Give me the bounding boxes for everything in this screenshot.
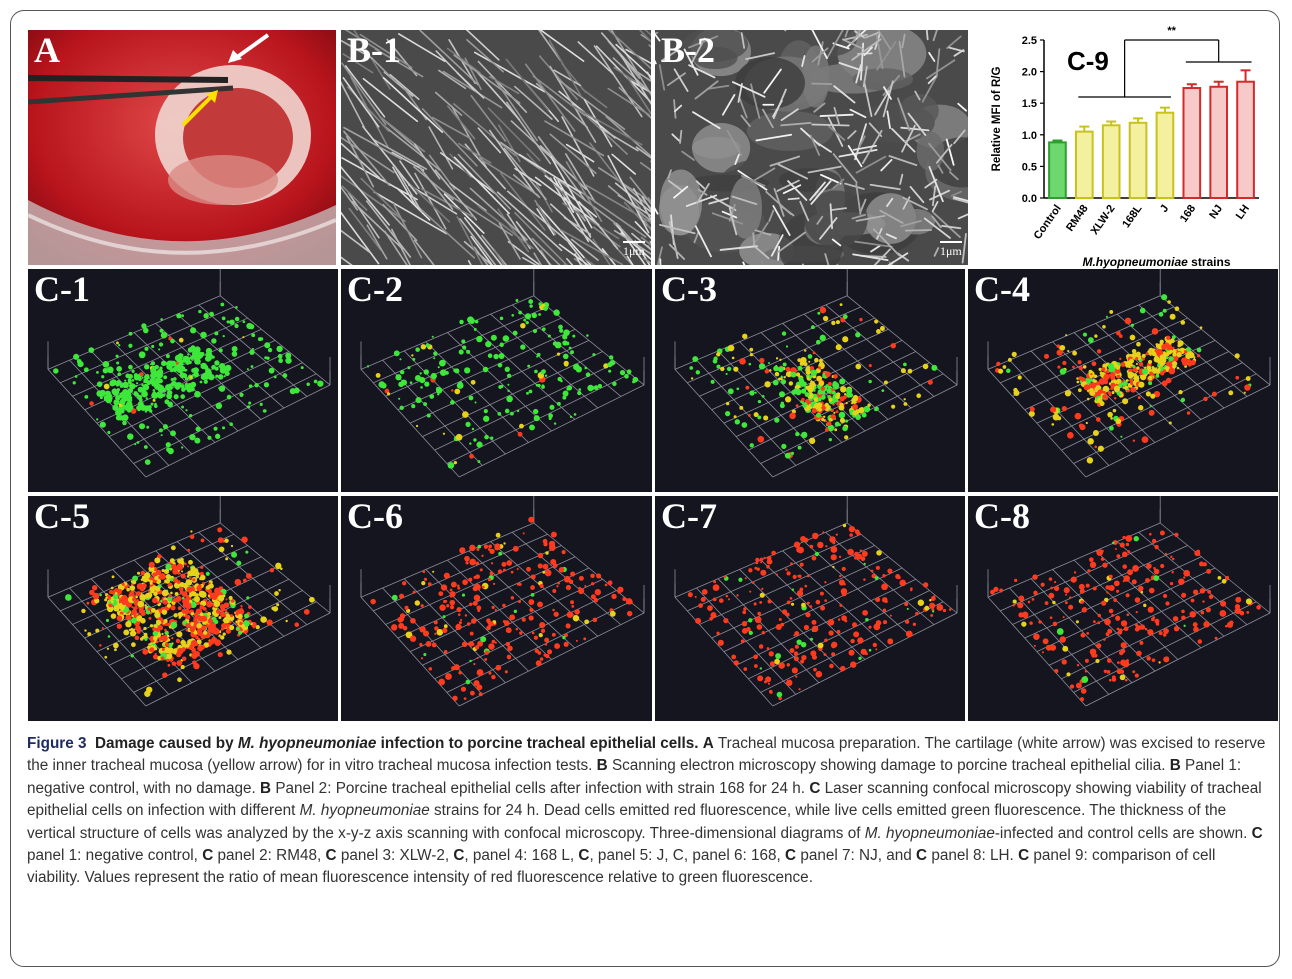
confocal-3d-image xyxy=(987,269,1271,478)
sem-image-cilia-damaged xyxy=(655,30,968,265)
significance-label: ** xyxy=(1167,25,1176,37)
bar xyxy=(1236,80,1255,200)
confocal-3d-image xyxy=(47,496,331,707)
panel-b2-sem: B-2 1μm xyxy=(655,30,968,265)
bar xyxy=(1101,124,1121,199)
y-tick-label: 1.0 xyxy=(1022,130,1037,142)
panel-label-b1: B-1 xyxy=(347,30,401,70)
panel-c2-confocal: C-2 xyxy=(341,269,652,492)
bar xyxy=(1048,141,1067,200)
x-tick-label: XLW-2 xyxy=(1089,203,1118,237)
panel-label-c3: C-3 xyxy=(661,269,717,309)
confocal-3d-image xyxy=(674,269,958,478)
panel-c8-confocal: C-8 xyxy=(968,496,1278,721)
panel-label-c1: C-1 xyxy=(34,269,90,309)
figure-number: Figure 3 xyxy=(27,735,87,752)
panel-c1-confocal: C-1 xyxy=(28,269,338,492)
scale-bar-b1: 1μm xyxy=(623,241,645,259)
panel-b1-sem: B-1 1μm xyxy=(341,30,651,265)
panel-c6-confocal: C-6 xyxy=(341,496,652,721)
scale-bar-b2: 1μm xyxy=(940,241,962,259)
x-tick-label: RM48 xyxy=(1064,203,1091,234)
bar xyxy=(1209,85,1229,199)
y-tick-label: 2.0 xyxy=(1022,67,1037,79)
panel-c3-confocal: C-3 xyxy=(655,269,965,492)
x-tick-label: NJ xyxy=(1207,203,1225,221)
figure-caption: Figure 3 Damage caused by M. hyopneumoni… xyxy=(27,735,1266,887)
panel-label-c5: C-5 xyxy=(34,496,90,536)
bar xyxy=(1155,111,1175,199)
bar xyxy=(1128,121,1148,199)
tracheal-mucosa-photo xyxy=(28,30,336,265)
sem-image-cilia-intact xyxy=(341,30,651,265)
x-tick-label: J xyxy=(1158,203,1171,215)
y-tick-label: 0.0 xyxy=(1022,193,1037,205)
y-tick-label: 1.5 xyxy=(1022,98,1037,110)
panel-label-c2: C-2 xyxy=(347,269,403,309)
confocal-3d-image xyxy=(360,496,645,707)
y-tick-label: 0.5 xyxy=(1022,161,1037,173)
chart-title: C-9 xyxy=(1067,46,1109,76)
panel-c7-confocal: C-7 xyxy=(655,496,965,721)
y-axis-label: Relative MFI of R/G xyxy=(991,67,1003,172)
confocal-3d-image xyxy=(360,269,645,478)
x-tick-label: 168 xyxy=(1178,203,1198,225)
y-tick-label: 2.5 xyxy=(1022,35,1037,47)
panel-label-a: A xyxy=(34,30,60,70)
bar xyxy=(1182,87,1202,199)
panel-c4-confocal: C-4 xyxy=(968,269,1278,492)
panel-label-c6: C-6 xyxy=(347,496,403,536)
panel-label-b2: B-2 xyxy=(661,30,715,70)
caption-title: Damage caused by M. hyopneumoniae infect… xyxy=(95,735,699,752)
mfi-bar-chart: 0.0 0.5 1.0 1.5 2.0 2.5 Relative MFI of R/G C-9… xyxy=(991,25,1259,269)
x-axis-label: M.hyopneumoniae strains xyxy=(1082,255,1230,269)
x-tick-label: Control xyxy=(1032,203,1064,242)
confocal-3d-image xyxy=(987,496,1271,707)
panel-label-c4: C-4 xyxy=(974,269,1030,309)
panel-c9-chart: 0.0 0.5 1.0 1.5 2.0 2.5 Relative MFI of R/G C-9… xyxy=(972,22,1272,272)
bar xyxy=(1074,130,1094,199)
panel-label-c7: C-7 xyxy=(661,496,717,536)
panel-a-photo: A xyxy=(28,30,336,265)
panel-label-c8: C-8 xyxy=(974,496,1030,536)
confocal-3d-image xyxy=(47,269,331,478)
x-tick-label: LH xyxy=(1234,203,1252,222)
figure-frame xyxy=(10,10,1280,967)
x-tick-label: 168L xyxy=(1120,203,1144,231)
panel-c5-confocal: C-5 xyxy=(28,496,338,721)
confocal-3d-image xyxy=(674,496,958,707)
